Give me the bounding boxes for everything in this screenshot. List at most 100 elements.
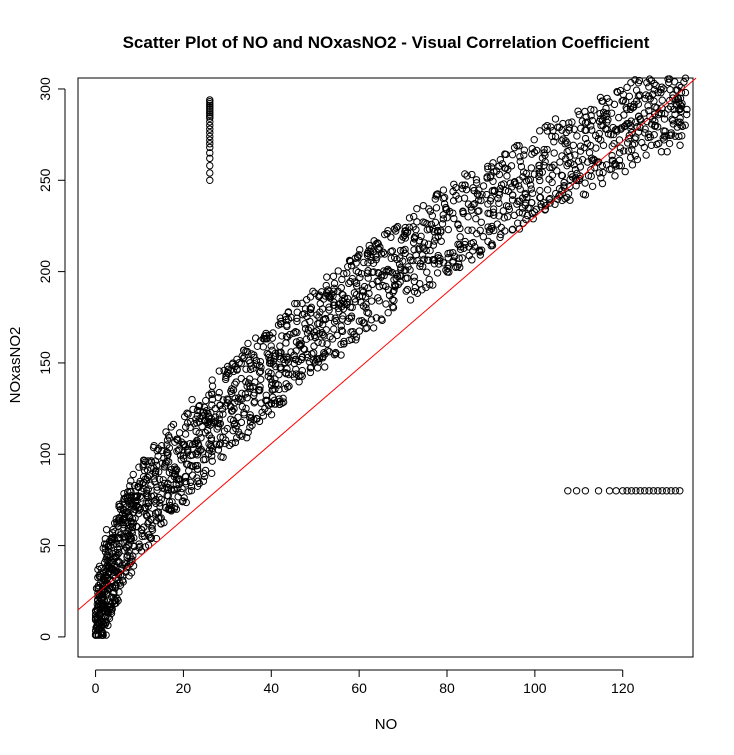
data-point — [260, 335, 269, 343]
data-point — [495, 199, 503, 207]
data-point — [682, 110, 691, 119]
data-point — [104, 621, 112, 630]
data-point — [508, 150, 517, 159]
data-point — [157, 519, 165, 528]
data-point — [255, 417, 264, 426]
data-point — [209, 418, 218, 427]
data-point — [148, 526, 157, 534]
data-point — [135, 540, 143, 548]
data-point — [428, 211, 437, 220]
data-point — [332, 316, 340, 325]
data-point — [238, 395, 246, 403]
data-point — [638, 138, 646, 147]
data-point — [479, 233, 488, 241]
data-point — [670, 78, 679, 86]
data-point — [476, 226, 484, 235]
data-point — [523, 211, 532, 220]
data-point — [409, 256, 417, 265]
data-point — [575, 174, 584, 183]
data-point — [676, 114, 684, 122]
data-point — [429, 241, 438, 249]
data-point — [350, 289, 359, 297]
data-point — [528, 145, 536, 153]
data-point — [489, 159, 497, 167]
data-point — [297, 355, 305, 364]
data-point — [612, 487, 620, 495]
data-point — [319, 354, 327, 362]
data-point — [179, 452, 188, 460]
data-point — [536, 193, 545, 202]
x-axis-label: NO — [375, 716, 398, 733]
data-point — [439, 194, 447, 203]
data-point — [543, 121, 551, 130]
data-point — [214, 446, 223, 454]
data-point — [201, 396, 210, 405]
data-point — [367, 316, 376, 324]
data-point — [245, 375, 254, 383]
data-point — [501, 164, 510, 172]
data-point — [572, 182, 580, 190]
data-point — [464, 226, 472, 234]
data-point — [676, 118, 684, 126]
data-point — [476, 251, 485, 259]
data-point — [290, 329, 298, 337]
data-point — [438, 220, 447, 228]
data-point — [461, 237, 469, 246]
data-point — [290, 351, 298, 359]
data-point — [364, 267, 372, 275]
data-point — [256, 357, 265, 366]
data-point — [338, 290, 346, 299]
data-point — [418, 262, 427, 271]
data-point — [587, 166, 595, 174]
data-point — [560, 178, 568, 187]
data-point — [541, 123, 549, 131]
data-point — [401, 234, 410, 242]
data-point — [113, 557, 121, 566]
data-point — [137, 494, 145, 502]
data-point — [620, 111, 628, 119]
data-point — [493, 220, 501, 228]
data-point — [293, 328, 301, 337]
data-point — [370, 268, 378, 276]
data-point — [278, 332, 286, 340]
data-point — [509, 191, 517, 200]
data-point — [645, 75, 654, 83]
data-point — [277, 348, 285, 357]
data-point — [310, 342, 318, 350]
data-point — [432, 204, 441, 212]
data-point — [362, 300, 370, 308]
data-point — [152, 534, 161, 543]
data-point — [507, 162, 516, 170]
data-point — [197, 434, 205, 442]
data-point — [387, 247, 395, 256]
data-point — [632, 487, 640, 495]
data-point — [364, 284, 372, 292]
data-point — [613, 127, 621, 135]
data-point — [187, 417, 195, 426]
data-point — [307, 363, 315, 372]
data-point — [401, 249, 409, 258]
data-point — [536, 176, 544, 185]
data-point — [440, 193, 449, 202]
data-point — [545, 195, 553, 204]
data-point — [380, 230, 389, 239]
data-point — [102, 618, 110, 626]
data-point — [434, 251, 442, 260]
data-point — [182, 473, 190, 481]
data-point — [549, 127, 557, 135]
data-point — [208, 376, 216, 384]
data-point — [410, 212, 418, 221]
data-point — [490, 187, 499, 196]
data-point — [108, 534, 117, 542]
data-point — [108, 582, 117, 591]
data-point — [678, 122, 687, 131]
data-point — [132, 493, 140, 502]
data-point — [583, 158, 592, 166]
data-point — [291, 299, 299, 308]
data-point — [164, 458, 173, 466]
data-point — [105, 558, 113, 567]
data-point — [553, 123, 562, 131]
data-point — [310, 331, 319, 340]
y-tick-label: 200 — [37, 260, 53, 284]
data-point — [660, 115, 669, 123]
